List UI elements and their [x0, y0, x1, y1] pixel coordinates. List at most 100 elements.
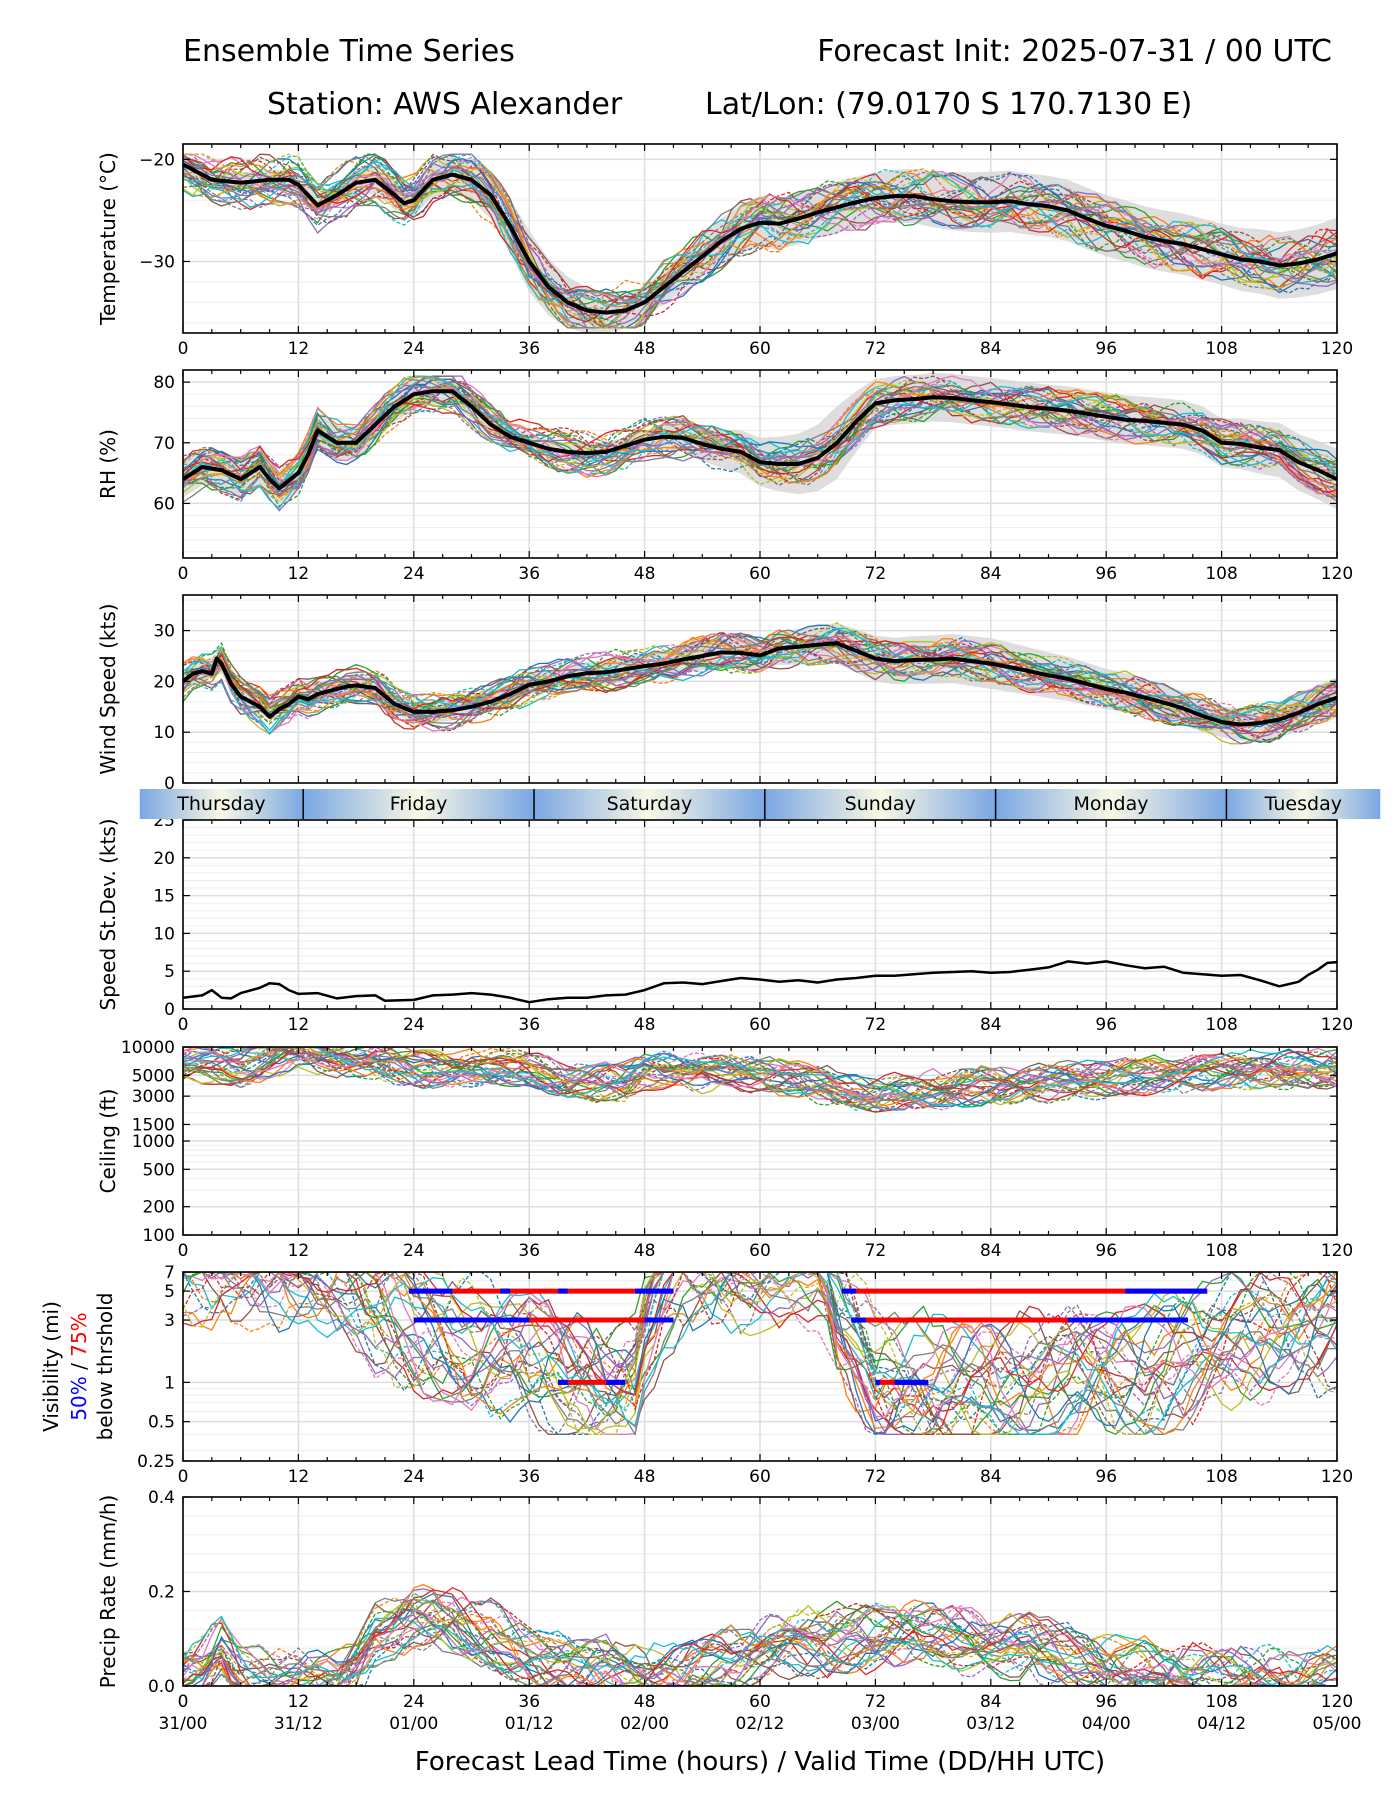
y-tick-label: 10000	[121, 1038, 175, 1058]
y-tick-label: 60	[153, 494, 175, 514]
valid-time-label: 02/12	[736, 1714, 785, 1734]
y-tick-label: 1000	[132, 1132, 175, 1152]
y-axis-label: Visibility (mi)	[39, 1301, 63, 1432]
x-tick-label: 24	[403, 1015, 425, 1035]
ensemble-members	[183, 153, 1337, 329]
x-tick-label: 48	[634, 339, 656, 359]
member-line	[183, 1047, 1337, 1108]
y-tick-label: 5	[164, 962, 175, 982]
member-line	[183, 633, 1337, 735]
y-axis-label: Speed St.Dev. (kts)	[96, 818, 120, 1010]
x-tick-label: 60	[749, 339, 771, 359]
valid-time-label: 05/00	[1313, 1714, 1362, 1734]
member-line	[183, 1583, 1337, 1686]
x-tick-label: 84	[980, 1467, 1002, 1487]
x-tick-label: 24	[403, 564, 425, 584]
y-tick-label: 20	[153, 672, 175, 692]
day-cell	[534, 789, 765, 819]
day-band: Thursday Friday Saturday Sunday Monday Tuesda…	[139, 789, 1381, 819]
member-line	[183, 1272, 1337, 1435]
x-tick-label: 72	[865, 564, 887, 584]
x-tick-label: 72	[865, 1015, 887, 1035]
x-tick-label: 12	[288, 1692, 310, 1712]
x-tick-label: 120	[1321, 564, 1353, 584]
member-line	[183, 638, 1337, 733]
plot-area	[183, 1272, 1337, 1437]
x-tick-label: 24	[403, 339, 425, 359]
x-tick-label: 72	[865, 339, 887, 359]
valid-time-label: 04/00	[1082, 1714, 1131, 1734]
member-line	[183, 1047, 1337, 1113]
x-tick-label: 84	[980, 1241, 1002, 1261]
y-tick-label: 0	[164, 1000, 175, 1020]
member-line	[183, 1272, 1337, 1435]
y-tick-label: 100	[143, 1226, 175, 1246]
y-tick-label: 5	[164, 1282, 175, 1302]
ensemble-mean-line	[183, 162, 1337, 315]
x-tick-label: 108	[1205, 1241, 1237, 1261]
member-line	[183, 1272, 1337, 1435]
x-tick-label: 72	[865, 1241, 887, 1261]
y-tick-label: 20	[153, 849, 175, 869]
x-tick-label: 120	[1321, 1015, 1353, 1035]
member-line	[183, 1272, 1337, 1435]
x-tick-label: 96	[1095, 1692, 1117, 1712]
member-line	[183, 375, 1337, 487]
day-label: Sunday	[845, 793, 916, 815]
day-label: Tuesday	[1264, 793, 1342, 815]
member-line	[183, 1272, 1337, 1436]
member-line	[183, 153, 1337, 329]
member-line	[183, 1608, 1337, 1686]
station-label: Station: AWS Alexander	[267, 87, 623, 122]
axis-labels: 0 12 24 36 48 60 72 84 96 108 120 60 70 80	[153, 373, 1353, 584]
member-line	[183, 1613, 1337, 1686]
member-line	[183, 1047, 1337, 1107]
latlon-label: Lat/Lon: (79.0170 S 170.7130 E)	[705, 87, 1193, 122]
ensemble-mean-line	[183, 389, 1337, 491]
member-line	[183, 1272, 1337, 1435]
member-line	[183, 1047, 1337, 1101]
x-tick-label: 36	[518, 339, 540, 359]
member-line	[183, 1272, 1337, 1434]
member-line	[183, 1615, 1337, 1686]
p50-label: 50%	[67, 1376, 91, 1420]
member-line	[183, 1591, 1337, 1686]
axis-ticks	[182, 1496, 1338, 1687]
x-tick-label: 108	[1205, 339, 1237, 359]
member-line	[183, 163, 1337, 329]
plot-area	[183, 1583, 1337, 1686]
x-tick-label: 0	[178, 1467, 189, 1487]
y-tick-label: 5000	[132, 1066, 175, 1086]
panel-temperature: 0 12 24 36 48 60 72 84 96 108 120 −20 −30 Temperature…	[96, 143, 1353, 359]
member-line	[183, 1609, 1337, 1686]
y-tick-label: 30	[153, 622, 175, 642]
x-tick-label: 84	[980, 1015, 1002, 1035]
member-line	[183, 1596, 1337, 1686]
x-tick-label: 120	[1321, 1692, 1353, 1712]
panel-ceiling: 0 12 24 36 48 60 72 84 96 108 120 100 200 500 10001500…	[96, 1038, 1353, 1261]
x-tick-label: 0	[178, 1241, 189, 1261]
member-line	[183, 1047, 1337, 1108]
member-line	[183, 629, 1337, 730]
day-cell	[139, 789, 304, 819]
y-tick-label: 0.5	[148, 1413, 175, 1433]
x-tick-label: 36	[518, 1241, 540, 1261]
day-label: Monday	[1074, 793, 1149, 815]
panel-wind: 012243648607284961081200102030Wind Speed…	[96, 594, 1353, 809]
plot-area	[183, 1047, 1337, 1113]
x-tick-label: 108	[1205, 1015, 1237, 1035]
p75-label: 75%	[67, 1312, 91, 1356]
x-tick-label: 0	[178, 339, 189, 359]
member-line	[183, 1586, 1337, 1686]
member-line	[183, 153, 1337, 329]
x-tick-label: 108	[1205, 1692, 1237, 1712]
axis-ticks	[182, 144, 1338, 333]
x-tick-label: 48	[634, 1692, 656, 1712]
member-line	[183, 153, 1337, 305]
x-tick-label: 60	[749, 1692, 771, 1712]
day-cell	[303, 789, 535, 819]
x-tick-label: 120	[1321, 1241, 1353, 1261]
plot-area	[183, 621, 1337, 745]
panel-rh: 0 12 24 36 48 60 72 84 96 108 120 60 70 80 RH (%)	[96, 369, 1353, 584]
chart-title: Ensemble Time Series	[183, 34, 515, 69]
